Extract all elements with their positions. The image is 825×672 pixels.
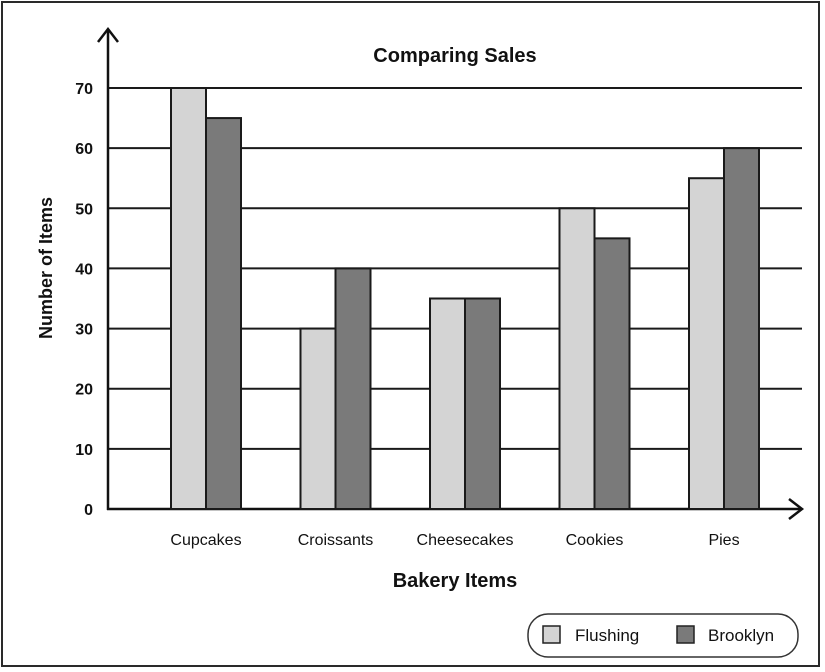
bar-flushing-pies	[688, 177, 725, 510]
x-tick-label-cookies: Cookies	[566, 532, 624, 549]
legend-label-flushing: Flushing	[575, 626, 639, 645]
legend: Flushing Brooklyn	[527, 613, 799, 658]
y-tick-labels: 0 10 20 30 40 50 60 70	[75, 81, 93, 519]
x-tick-labels: Cupcakes Croissants Cheesecakes Cookies Pies	[170, 532, 739, 549]
x-axis-label: Bakery Items	[393, 570, 518, 592]
legend-label-brooklyn: Brooklyn	[708, 626, 774, 645]
chart-title: Comparing Sales	[373, 45, 536, 67]
bar-brooklyn-cheesecakes	[464, 297, 501, 510]
y-tick-label: 60	[75, 141, 93, 158]
bar-brooklyn-cupcakes	[205, 117, 242, 510]
x-tick-label-pies: Pies	[708, 532, 739, 549]
x-tick-label-cheesecakes: Cheesecakes	[417, 532, 514, 549]
bars	[170, 87, 760, 511]
y-tick-label: 50	[75, 201, 93, 218]
y-axis-arrow	[97, 26, 119, 43]
bar-flushing-croissants	[299, 327, 337, 511]
x-tick-label-cupcakes: Cupcakes	[170, 532, 241, 549]
legend-box	[527, 613, 799, 658]
bar-brooklyn-croissants	[334, 267, 372, 510]
y-tick-label: 0	[84, 502, 93, 519]
x-axis-arrow	[788, 498, 805, 520]
y-tick-label: 30	[75, 322, 93, 339]
bar-flushing-cupcakes	[170, 87, 207, 510]
y-tick-label: 40	[75, 261, 93, 278]
bar-brooklyn-cookies	[593, 237, 631, 510]
bar-flushing-cheesecakes	[429, 297, 466, 510]
x-tick-label-croissants: Croissants	[298, 532, 374, 549]
y-tick-label: 20	[75, 382, 93, 399]
legend-swatch-flushing	[542, 625, 561, 644]
bar-brooklyn-pies	[723, 147, 760, 510]
y-tick-label: 70	[75, 81, 93, 98]
bar-flushing-cookies	[558, 207, 596, 511]
y-axis-label: Number of Items	[36, 197, 56, 339]
legend-swatch-brooklyn	[676, 625, 695, 644]
y-tick-label: 10	[75, 442, 93, 459]
